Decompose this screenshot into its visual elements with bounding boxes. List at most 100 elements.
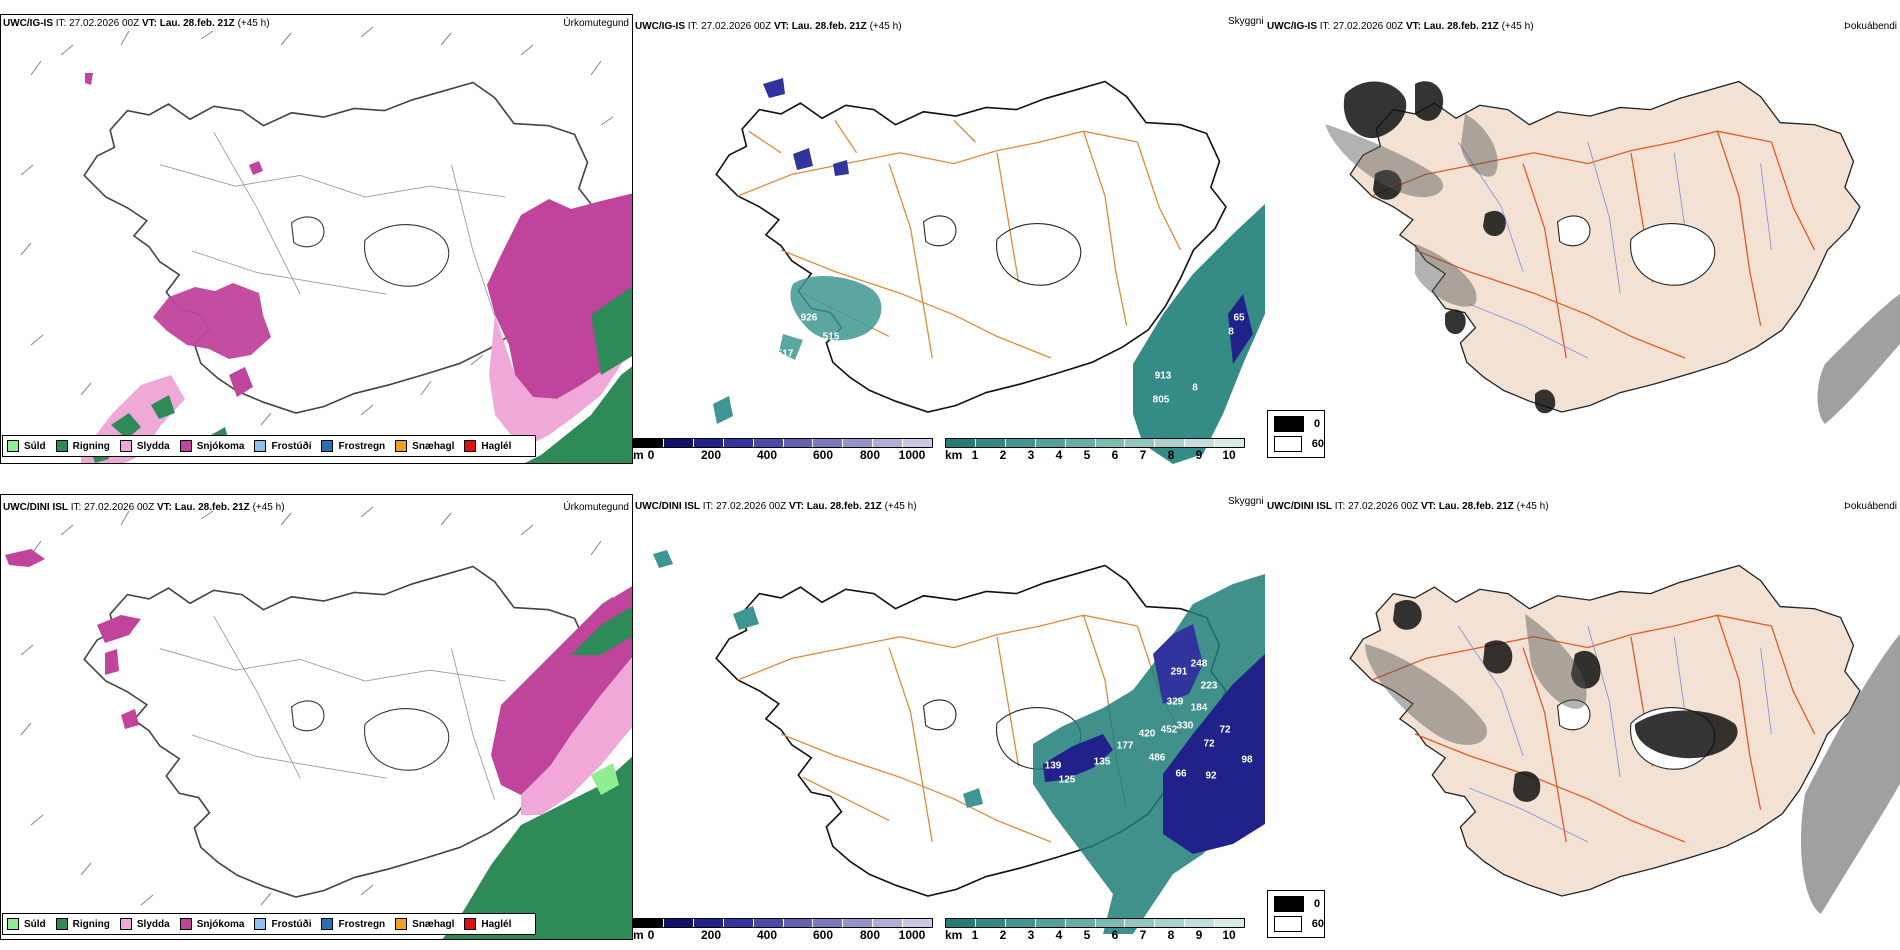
- ceiling-colorbar: [633, 918, 933, 928]
- legend-swatch: [464, 918, 477, 930]
- visibility-map: [653, 550, 1265, 934]
- vis-value-label: 65: [1233, 312, 1245, 324]
- fog-legend-row: 0: [1268, 414, 1324, 434]
- vis-value-label: 926: [800, 312, 818, 324]
- precip-type-panel-dini: UWC/DINI ISL IT: 27.02.2026 00Z VT: Lau.…: [0, 494, 633, 940]
- ceiling-ticks: 0 200 400 600 800 1000: [647, 928, 926, 940]
- vis-value-label: 223: [1200, 680, 1218, 692]
- vis-value-label: 805: [1152, 394, 1170, 406]
- precip-type-legend: Súld Rigning Slydda Snjókoma Frostúði Fr…: [2, 913, 536, 935]
- vis-value-label: 98: [1241, 754, 1253, 766]
- fog-legend-row: 0: [1268, 894, 1324, 914]
- legend-item: Snjókoma: [179, 918, 244, 930]
- visibility-colorbar: [945, 438, 1245, 448]
- legend-swatch: [7, 918, 19, 930]
- legend-item: Slydda: [119, 440, 170, 452]
- vis-value-label: 177: [1116, 740, 1134, 752]
- legend-swatch: [119, 440, 132, 452]
- ceiling-unit: m: [633, 928, 644, 940]
- vis-value-label: 135: [1093, 756, 1111, 768]
- legend-item: Rigning: [55, 440, 110, 452]
- vis-value-label: 329: [1166, 696, 1184, 708]
- visibility-colorbar: [945, 918, 1245, 928]
- legend-swatch: [7, 440, 19, 452]
- vis-value-label: 291: [1170, 666, 1188, 678]
- vis-value-label: 515: [822, 331, 840, 343]
- vis-value-label: 330: [1176, 720, 1194, 732]
- legend-swatch: [464, 440, 477, 452]
- legend-item: Snæhagl: [395, 440, 454, 452]
- panel-title: Þokuábendi: [1844, 21, 1897, 32]
- fog-index-map: [1349, 564, 1900, 914]
- legend-item: Snjókoma: [179, 440, 244, 452]
- panel-title: Þokuábendi: [1844, 501, 1897, 512]
- fog-swatch: [1274, 436, 1302, 452]
- precip-type-legend: Súld Rigning Slydda Snjókoma Frostúði Fr…: [2, 435, 536, 457]
- legend-item: Frostregn: [321, 440, 385, 452]
- legend-item: Slydda: [119, 918, 170, 930]
- legend-swatch: [321, 440, 334, 452]
- visibility-panel-dini: UWC/DINI ISL IT: 27.02.2026 00Z VT: Lau.…: [633, 494, 1265, 940]
- vis-value-label: 913: [1154, 370, 1172, 382]
- visibility-ticks: 1 2 3 4 5 6 7 8 9 10: [971, 448, 1236, 462]
- vis-value-label: 184: [1190, 702, 1208, 714]
- vis-value-label: 92: [1205, 770, 1217, 782]
- legend-swatch: [254, 440, 267, 452]
- vis-value-label: 72: [1219, 724, 1231, 736]
- legend-swatch: [395, 918, 408, 930]
- vis-value-label: 428: [802, 343, 820, 355]
- vis-value-label: 139: [1044, 760, 1062, 772]
- legend-item: Súld: [7, 440, 46, 452]
- fog-legend-row: 60: [1268, 914, 1324, 934]
- legend-swatch: [179, 440, 192, 452]
- fog-legend-row: 60: [1268, 434, 1324, 454]
- precip-type-map: [20, 26, 632, 463]
- legend-item: Frostúði: [254, 918, 311, 930]
- vis-value-label: 66: [1175, 768, 1187, 780]
- fog-index-panel-dini: UWC/DINI ISL IT: 27.02.2026 00Z VT: Lau.…: [1265, 494, 1900, 940]
- legend-item: Frostúði: [254, 440, 311, 452]
- panel-title: Úrkomutegund: [563, 502, 629, 513]
- ceiling-ticks: 0 200 400 600 800 1000: [647, 448, 926, 462]
- visibility-map: [713, 78, 1265, 464]
- vis-value-label: 248: [1190, 658, 1208, 670]
- panel-header: UWC/DINI ISL IT: 27.02.2026 00Z VT: Lau.…: [1267, 501, 1549, 512]
- legend-item: Frostregn: [321, 918, 385, 930]
- fog-swatch: [1274, 896, 1304, 912]
- legend-swatch: [321, 918, 334, 930]
- vis-value-label: 452: [1160, 724, 1178, 736]
- legend-item: Haglél: [464, 440, 511, 452]
- legend-item: Rigning: [55, 918, 110, 930]
- panel-title: Skyggni: [1228, 496, 1264, 507]
- fog-index-map: [1325, 80, 1900, 424]
- precip-type-panel-igis: UWC/IG-IS IT: 27.02.2026 00Z VT: Lau. 28…: [0, 14, 633, 464]
- panel-header: UWC/IG-IS IT: 27.02.2026 00Z VT: Lau. 28…: [635, 21, 902, 32]
- vis-value-label: 8: [1192, 382, 1198, 394]
- fog-index-panel-igis: UWC/IG-IS IT: 27.02.2026 00Z VT: Lau. 28…: [1265, 14, 1900, 464]
- fog-legend: 0 60: [1267, 410, 1325, 458]
- panel-title: Úrkomutegund: [563, 18, 629, 29]
- legend-swatch: [179, 918, 192, 930]
- legend-swatch: [55, 440, 68, 452]
- legend-swatch: [55, 918, 68, 930]
- panel-header: UWC/DINI ISL IT: 27.02.2026 00Z VT: Lau.…: [635, 501, 917, 512]
- visibility-ticks: 1 2 3 4 5 6 7 8 9 10: [971, 928, 1236, 940]
- ceiling-unit: m: [633, 448, 644, 462]
- legend-swatch: [395, 440, 408, 452]
- vis-value-label: 517: [776, 348, 794, 360]
- legend-swatch: [119, 918, 132, 930]
- visibility-panel-igis: UWC/IG-IS IT: 27.02.2026 00Z VT: Lau. 28…: [633, 14, 1265, 464]
- panel-header: UWC/DINI ISL IT: 27.02.2026 00Z VT: Lau.…: [3, 502, 285, 513]
- vis-value-label: 420: [1138, 728, 1156, 740]
- legend-swatch: [254, 918, 267, 930]
- fog-swatch: [1274, 416, 1304, 432]
- legend-item: Haglél: [464, 918, 511, 930]
- visibility-unit: km: [945, 448, 963, 462]
- panel-header: UWC/IG-IS IT: 27.02.2026 00Z VT: Lau. 28…: [1267, 21, 1534, 32]
- precip-type-map: [5, 506, 632, 939]
- fog-swatch: [1274, 916, 1302, 932]
- visibility-unit: km: [945, 928, 963, 940]
- legend-item: Snæhagl: [395, 918, 454, 930]
- vis-value-label: 8: [1228, 326, 1234, 338]
- panel-title: Skyggni: [1228, 16, 1264, 27]
